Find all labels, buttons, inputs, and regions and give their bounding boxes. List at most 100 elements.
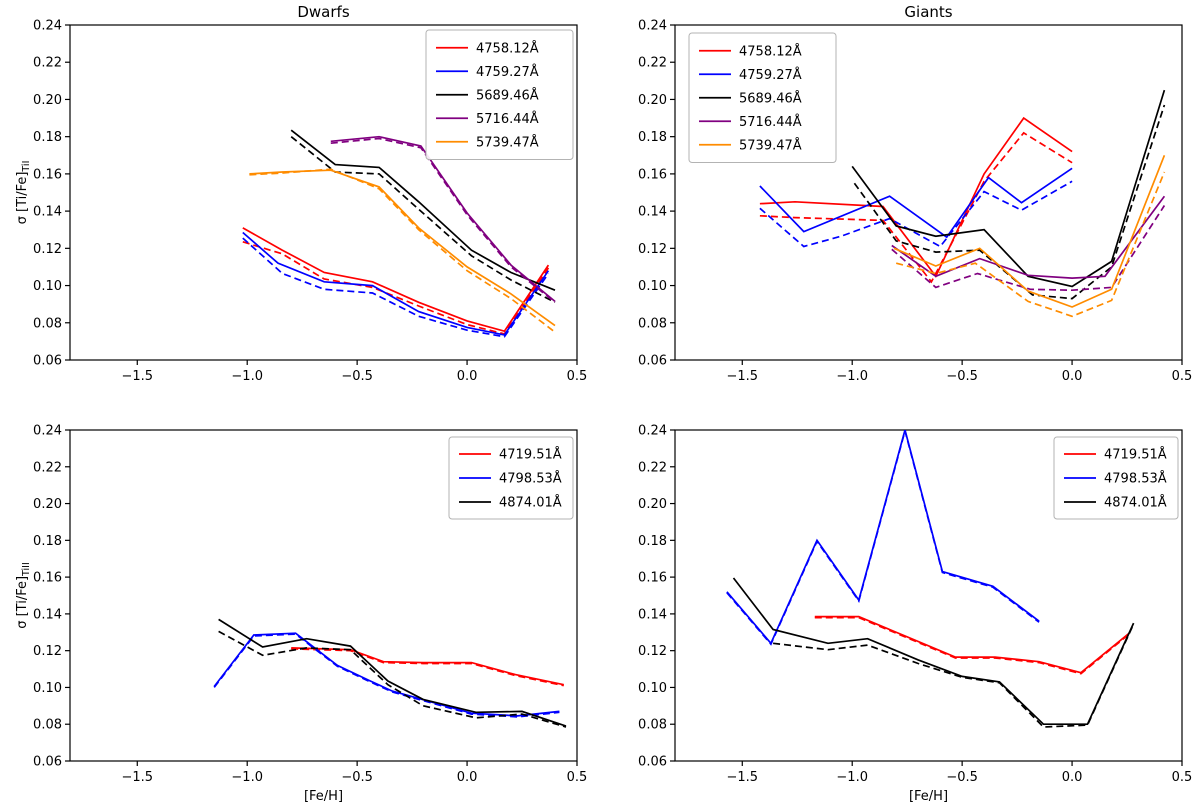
legend-label: 4798.53Å (499, 471, 562, 487)
y-tick-label: 0.16 (638, 571, 667, 586)
legend-label: 4758.12Å (476, 40, 539, 56)
plot-title: Dwarfs (297, 3, 349, 21)
legend-label: 4874.01Å (1104, 495, 1167, 511)
y-tick-label: 0.18 (638, 534, 667, 549)
x-tick-label: −1.0 (836, 369, 868, 384)
x-tick-label: −0.5 (946, 770, 978, 785)
x-tick-label: 0.0 (1062, 369, 1083, 384)
series-line-4798.53Å-dashed (726, 430, 1040, 646)
y-tick-label: 0.14 (638, 205, 667, 220)
x-tick-label: −0.5 (341, 770, 373, 785)
y-tick-label: 0.22 (33, 56, 62, 71)
y-tick-label: 0.16 (33, 571, 62, 586)
legend-label: 5716.44Å (739, 114, 802, 130)
series-line-4758.12Å-dashed (242, 240, 550, 335)
y-tick-label: 0.10 (33, 279, 62, 294)
y-tick-label: 0.12 (33, 242, 62, 257)
series-line-5716.44Å-solid (891, 195, 1166, 279)
legend-label: 4759.27Å (476, 64, 539, 80)
x-axis-label: [Fe/H] (304, 789, 343, 804)
axes-frame (69, 429, 578, 762)
subplot-dwarfs-ti1: −1.5 −1.0 −0.5 0.0 0.5 0.06 0.08 0.10 0.12 0.14 0.… (15, 3, 587, 384)
series-line-4759.27Å-solid (759, 167, 1073, 239)
series-line-4798.53Å-solid (726, 430, 1040, 645)
axes-frame (674, 429, 1183, 762)
legend-label: 4759.27Å (739, 67, 802, 83)
y-tick-label: 0.18 (33, 534, 62, 549)
y-tick-label: 0.22 (33, 460, 62, 475)
series-line-4719.51Å-dashed (291, 647, 564, 687)
series-line-5716.44Å-solid (330, 135, 556, 303)
x-tick-label: 0.0 (457, 369, 478, 384)
y-tick-label: 0.24 (33, 19, 62, 34)
y-tick-label: 0.24 (638, 19, 667, 34)
series-line-4758.12Å-dashed (759, 131, 1073, 284)
x-tick-label: 0.5 (567, 770, 588, 785)
x-tick-label: 0.0 (457, 770, 478, 785)
legend-box (448, 436, 574, 520)
series-line-4759.27Å-dashed (242, 237, 550, 338)
x-tick-label: 0.0 (1062, 770, 1083, 785)
y-tick-label: 0.24 (33, 424, 62, 439)
series-line-4874.01Å-solid (732, 577, 1135, 726)
legend-box (688, 32, 837, 163)
y-tick-label: 0.12 (33, 644, 62, 659)
series-line-5739.47Å-solid (249, 169, 556, 327)
series-line-4874.01Å-dashed (773, 623, 1135, 728)
y-tick-label: 0.20 (638, 497, 667, 512)
y-tick-label: 0.08 (33, 316, 62, 331)
y-tick-label: 0.12 (638, 644, 667, 659)
x-tick-label: 0.5 (567, 369, 588, 384)
y-tick-label: 0.10 (33, 681, 62, 696)
y-tick-label: 0.18 (638, 130, 667, 145)
x-axis-label: [Fe/H] (909, 789, 948, 804)
series-line-5739.47Å-dashed (895, 171, 1166, 318)
axes-frame (674, 24, 1183, 361)
y-tick-label: 0.16 (33, 167, 62, 182)
legend-label: 4719.51Å (1104, 447, 1167, 463)
y-tick-label: 0.12 (638, 242, 667, 257)
y-tick-label: 0.10 (638, 681, 667, 696)
series-line-4874.01Å-solid (218, 618, 567, 727)
series-line-4719.51Å-solid (291, 647, 564, 686)
y-tick-label: 0.20 (33, 93, 62, 108)
y-tick-label: 0.14 (33, 607, 62, 622)
y-tick-label: 0.16 (638, 167, 667, 182)
series-line-5689.46Å-solid (290, 129, 556, 291)
y-tick-label: 0.20 (33, 497, 62, 512)
y-tick-label: 0.20 (638, 93, 667, 108)
series-line-4719.51Å-solid (814, 615, 1130, 674)
series-line-4874.01Å-dashed (218, 630, 567, 728)
series-line-5716.44Å-dashed (330, 137, 556, 303)
x-tick-label: 0.5 (1172, 369, 1193, 384)
series-line-4759.27Å-dashed (759, 180, 1073, 248)
x-tick-label: −1.5 (726, 770, 758, 785)
y-tick-label: 0.06 (33, 354, 62, 369)
series-line-5689.46Å-solid (851, 89, 1166, 288)
legend-label: 5739.47Å (476, 134, 539, 150)
series-line-5739.47Å-solid (893, 154, 1166, 308)
legend-label: 5739.47Å (739, 137, 802, 153)
y-tick-label: 0.06 (638, 755, 667, 770)
subplot-giants-ti2: −1.5 −1.0 −0.5 0.0 0.5 0.06 0.08 0.10 0.12 0.14 0.… (638, 424, 1192, 805)
y-tick-label: 0.08 (638, 718, 667, 733)
legend-label: 4719.51Å (499, 447, 562, 463)
y-tick-label: 0.24 (638, 424, 667, 439)
x-tick-label: −1.0 (231, 369, 263, 384)
y-tick-label: 0.14 (638, 607, 667, 622)
x-tick-label: −1.5 (121, 770, 153, 785)
y-tick-label: 0.10 (638, 279, 667, 294)
plot-title: Giants (904, 3, 952, 21)
y-tick-label: 0.06 (638, 354, 667, 369)
series-line-4759.27Å-solid (242, 231, 550, 336)
x-tick-label: −1.0 (836, 770, 868, 785)
legend-label: 4758.12Å (739, 43, 802, 59)
legend: 4758.12Å 4759.27Å 5689.46Å 5716.44Å 5739.47Å (688, 32, 837, 163)
axes-frame (69, 24, 578, 361)
series-line-4758.12Å-solid (242, 227, 550, 333)
legend-label: 5716.44Å (476, 111, 539, 127)
legend-label: 4874.01Å (499, 495, 562, 511)
y-tick-label: 0.06 (33, 755, 62, 770)
legend-label: 5689.46Å (739, 90, 802, 106)
